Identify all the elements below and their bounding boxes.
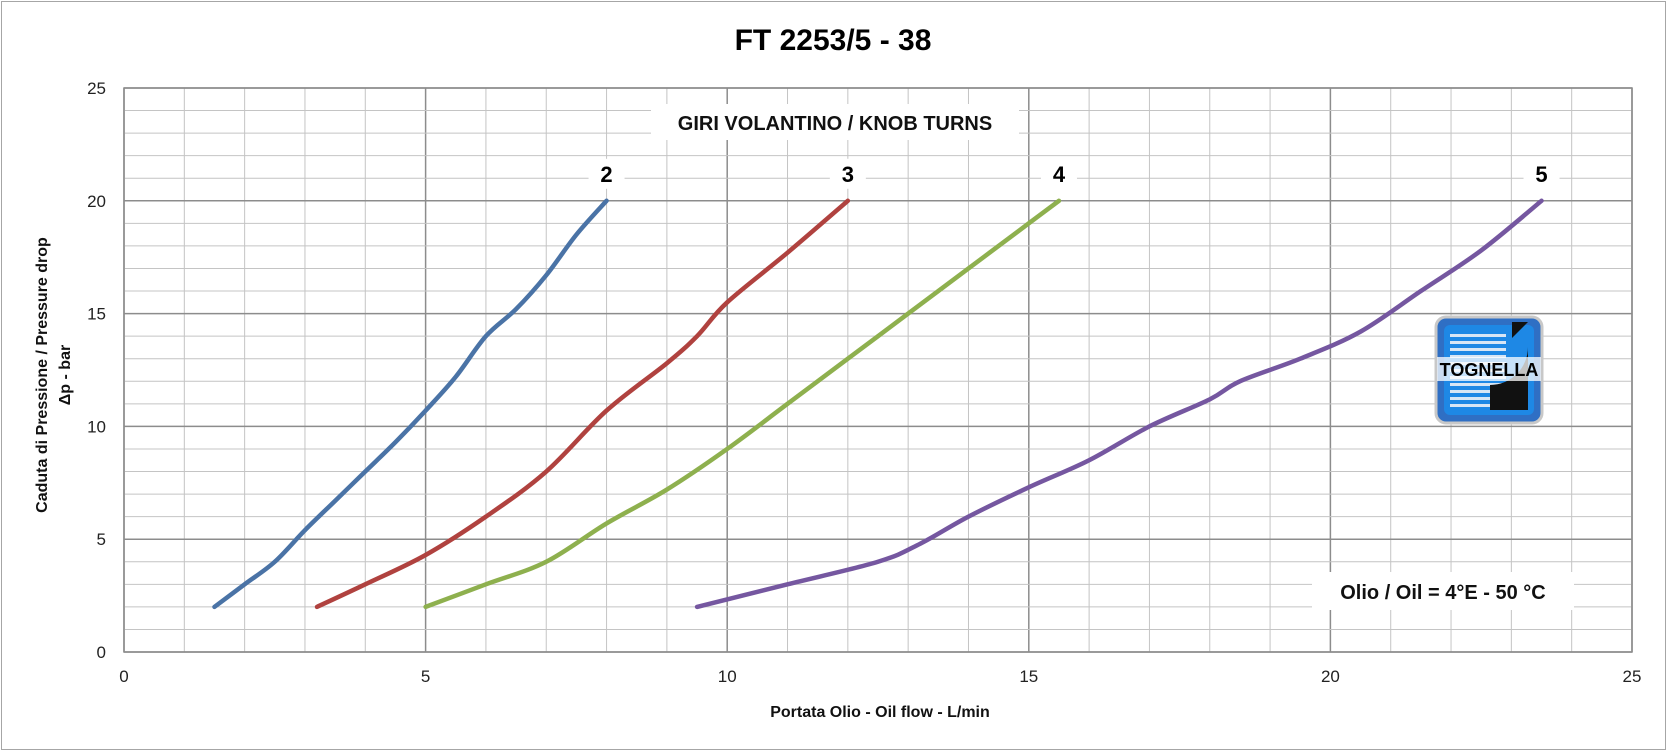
series-label-2: 2: [600, 162, 612, 187]
series-label-4: 4: [1053, 162, 1066, 187]
legend-title: GIRI VOLANTINO / KNOB TURNS: [678, 113, 992, 135]
oil-annotation: Olio / Oil = 4°E - 50 °C: [1340, 582, 1546, 604]
x-tick-label: 25: [1623, 667, 1642, 686]
tognella-logo: TOGNELLA: [1434, 315, 1544, 425]
legend-title-bg: [651, 104, 1019, 140]
series-label-3: 3: [842, 162, 854, 187]
x-tick-label: 20: [1321, 667, 1340, 686]
x-axis-label: Portata Olio - Oil flow - L/min: [770, 704, 990, 721]
x-tick-label: 10: [718, 667, 737, 686]
y-tick-label: 5: [97, 530, 106, 549]
y-tick-label: 15: [87, 305, 106, 324]
x-tick-label: 0: [119, 667, 128, 686]
series-label-5: 5: [1535, 162, 1547, 187]
y-axis-label-line1: Caduta di Pressione / Pressure drop: [34, 237, 51, 513]
y-axis-label-line2: Δp - bar: [57, 345, 74, 405]
annotation-bg: [1312, 572, 1574, 610]
series-line-5: [694, 198, 1544, 610]
series-label-bg: [1523, 158, 1560, 189]
series-labels: 2 3 4 5: [588, 158, 1560, 189]
x-tick-label: 15: [1019, 667, 1038, 686]
y-tick-label: 10: [87, 417, 106, 436]
series-line-4: [423, 198, 1062, 610]
grid: [123, 87, 1633, 653]
x-tick-label: 5: [421, 667, 430, 686]
plot-area: [123, 87, 1633, 653]
series-label-bg: [829, 158, 866, 189]
y-tick-label: 25: [87, 79, 106, 98]
y-tick-label: 0: [97, 643, 106, 662]
series-label-bg: [1040, 158, 1077, 189]
series-line-3: [314, 198, 851, 610]
series-label-bg: [588, 158, 625, 189]
series-group: [212, 198, 1544, 610]
logo-text: TOGNELLA: [1440, 360, 1539, 380]
chart-title: FT 2253/5 - 38: [735, 24, 932, 57]
series-line-2: [212, 198, 609, 610]
y-tick-label: 20: [87, 192, 106, 211]
